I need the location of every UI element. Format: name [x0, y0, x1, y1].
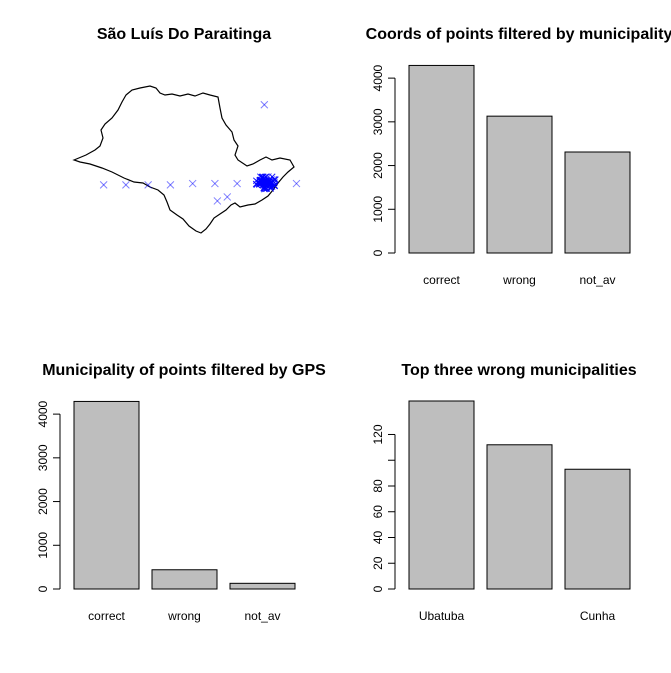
y-tick-label: 60 — [371, 505, 385, 519]
map-point — [233, 179, 241, 188]
y-tick-label: 1000 — [36, 532, 50, 559]
y-tick-label: 0 — [371, 585, 385, 592]
bar-panel-top-wrong: Top three wrong municipalities Ubatuba Cu… — [371, 362, 637, 623]
map-panel: São Luís Do Paraitinga — [72, 26, 301, 234]
category-label: correct — [88, 609, 125, 623]
bar-correct — [73, 400, 140, 590]
bar-Cunha — [564, 468, 631, 590]
map-point — [144, 181, 153, 189]
bar-panel-municipality: Municipality of points filtered by GPS c… — [36, 362, 326, 623]
map-point — [260, 100, 269, 109]
state-outline — [72, 85, 295, 234]
map-point — [188, 179, 197, 188]
category-label: Cunha — [580, 609, 616, 623]
map-point — [213, 197, 222, 205]
panel-4-title: Top three wrong municipalities — [401, 362, 636, 379]
y-tick-label: 40 — [371, 530, 385, 544]
map-title: São Luís Do Paraitinga — [97, 26, 271, 43]
y-tick-label: 2000 — [371, 152, 385, 179]
map-point — [256, 179, 264, 187]
y-tick-label: 20 — [371, 556, 385, 570]
map-point — [271, 179, 278, 186]
map-points — [99, 100, 301, 205]
y-tick-label: 3000 — [371, 108, 385, 135]
panel-3-title: Municipality of points filtered by GPS — [42, 362, 326, 379]
y-tick-label: 4000 — [371, 64, 385, 91]
map-point — [99, 181, 108, 189]
bar-cat-2 — [486, 444, 553, 590]
bar-correct — [408, 64, 475, 254]
map-point — [292, 179, 301, 188]
category-label: wrong — [167, 609, 201, 623]
map-point — [260, 177, 268, 185]
panel-2-title: Coords of points filtered by municipalit… — [366, 26, 671, 43]
map-point — [261, 185, 268, 193]
bar-Ubatuba — [408, 400, 475, 590]
y-tick-label: 0 — [371, 249, 385, 256]
bar-wrong — [151, 569, 218, 590]
map-point — [211, 179, 219, 188]
category-label: correct — [423, 273, 460, 287]
y-tick-label: 3000 — [36, 444, 50, 471]
y-tick-label: 4000 — [36, 400, 50, 427]
y-tick-label: 2000 — [36, 488, 50, 515]
map-point — [166, 181, 175, 189]
bar-wrong — [486, 115, 553, 254]
map-point — [267, 180, 274, 187]
y-tick-label: 0 — [36, 585, 50, 592]
category-label: Ubatuba — [419, 609, 465, 623]
y-tick-label: 120 — [371, 424, 385, 444]
y-tick-label: 1000 — [371, 196, 385, 223]
category-label: wrong — [502, 273, 536, 287]
map-point — [252, 177, 260, 185]
map-point — [223, 193, 232, 201]
category-label: not_av — [244, 609, 280, 623]
bar-panel-coords: Coords of points filtered by municipalit… — [366, 26, 671, 287]
bar-not_av — [564, 151, 631, 254]
bar-not_av — [229, 582, 296, 590]
category-label: not_av — [579, 273, 615, 287]
map-point — [122, 181, 130, 189]
y-tick-label: 80 — [371, 479, 385, 493]
